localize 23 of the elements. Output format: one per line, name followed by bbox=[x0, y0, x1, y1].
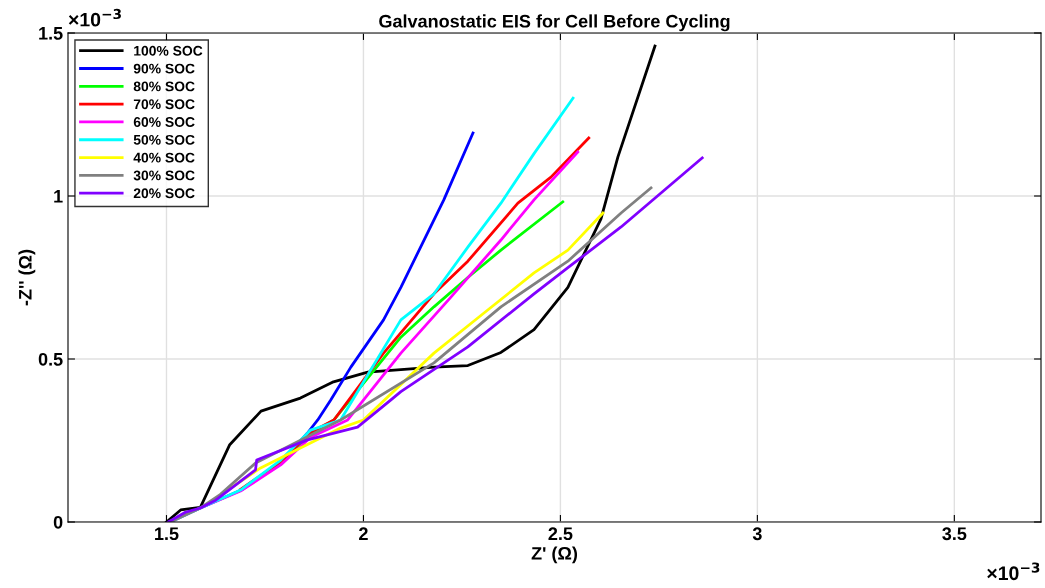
legend-label: 70% SOC bbox=[133, 99, 195, 110]
legend-label: 40% SOC bbox=[133, 152, 195, 163]
y-tick-label: 0 bbox=[53, 515, 63, 529]
legend-label: 100% SOC bbox=[134, 45, 203, 56]
y-tick-label: 1.5 bbox=[39, 27, 63, 40]
y-axis-title: -Z'' (Ω) bbox=[18, 249, 36, 306]
x-tick-label: 3.5 bbox=[942, 527, 967, 541]
legend-label: 80% SOC bbox=[133, 81, 195, 92]
x-axis-title: Z' (Ω) bbox=[531, 546, 578, 564]
text: ×10$^{−3}$ bbox=[987, 562, 1040, 581]
legend-label: 20% SOC bbox=[133, 188, 195, 199]
y-tick-label: 0.5 bbox=[38, 352, 63, 366]
legend-label: 90% SOC bbox=[133, 63, 195, 74]
x-tick-label: 2 bbox=[359, 527, 368, 540]
chart-title: Galvanostatic EIS for Cell Before Cycling bbox=[379, 14, 730, 32]
x-tick-label: 3 bbox=[752, 527, 762, 541]
x-tick-label: 2.5 bbox=[548, 527, 573, 541]
text: ×10$^{−3}$ bbox=[68, 8, 121, 27]
legend-label: 30% SOC bbox=[133, 170, 195, 181]
legend-label: 60% SOC bbox=[133, 117, 195, 127]
x-tick-label: 1.5 bbox=[155, 527, 179, 541]
legend-label: 50% SOC bbox=[133, 134, 195, 145]
y-tick-label: 1 bbox=[54, 190, 63, 203]
